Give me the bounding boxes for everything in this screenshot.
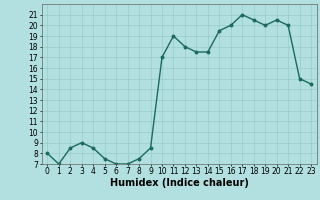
X-axis label: Humidex (Indice chaleur): Humidex (Indice chaleur) — [110, 178, 249, 188]
